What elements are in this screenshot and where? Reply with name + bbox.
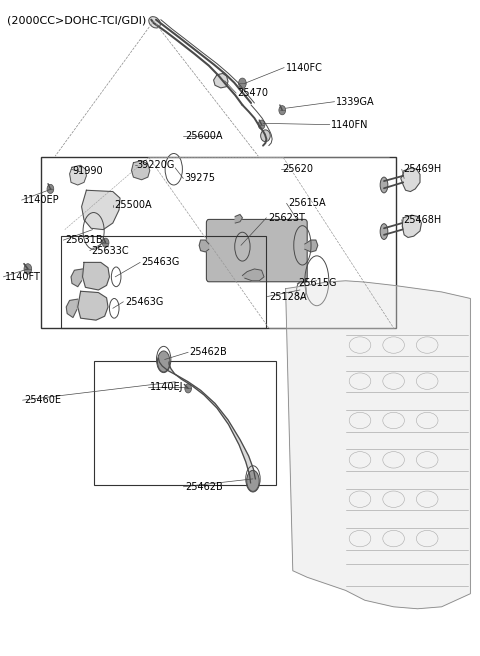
- Ellipse shape: [149, 16, 160, 28]
- Polygon shape: [286, 281, 470, 609]
- Text: 25615A: 25615A: [288, 198, 325, 209]
- Polygon shape: [158, 358, 255, 483]
- FancyBboxPatch shape: [206, 219, 307, 282]
- Text: 25620: 25620: [282, 164, 313, 174]
- Polygon shape: [235, 215, 242, 223]
- Ellipse shape: [261, 130, 270, 142]
- Text: 1140EJ: 1140EJ: [150, 382, 183, 392]
- Circle shape: [185, 384, 192, 393]
- Text: 39275: 39275: [185, 173, 216, 184]
- Text: 25470: 25470: [238, 88, 269, 98]
- Polygon shape: [214, 73, 228, 88]
- Circle shape: [24, 264, 32, 274]
- Text: 25633C: 25633C: [91, 245, 129, 256]
- Polygon shape: [83, 262, 109, 290]
- Text: 1140FT: 1140FT: [5, 272, 41, 282]
- Polygon shape: [71, 269, 83, 287]
- Text: 25500A: 25500A: [114, 199, 152, 210]
- Ellipse shape: [247, 470, 259, 491]
- Ellipse shape: [380, 177, 388, 193]
- Ellipse shape: [380, 224, 388, 239]
- Text: 25623T: 25623T: [268, 213, 305, 223]
- Circle shape: [258, 120, 265, 129]
- Text: 25600A: 25600A: [185, 131, 222, 142]
- Text: 25462B: 25462B: [185, 482, 223, 492]
- Text: 25631B: 25631B: [65, 235, 102, 245]
- Text: 25460E: 25460E: [24, 395, 61, 405]
- Text: 25462B: 25462B: [190, 347, 228, 358]
- Circle shape: [102, 238, 109, 247]
- Circle shape: [279, 106, 286, 115]
- Polygon shape: [132, 161, 150, 180]
- Text: 1140FN: 1140FN: [331, 119, 369, 130]
- Text: 25469H: 25469H: [403, 164, 442, 174]
- Text: 1339GA: 1339GA: [336, 96, 374, 107]
- Text: 25468H: 25468H: [403, 215, 442, 225]
- Text: 25463G: 25463G: [142, 257, 180, 268]
- Polygon shape: [70, 165, 86, 185]
- Polygon shape: [66, 299, 78, 318]
- Text: 25463G: 25463G: [125, 297, 163, 307]
- Polygon shape: [242, 269, 264, 281]
- Polygon shape: [199, 240, 209, 252]
- Text: 25615G: 25615G: [299, 278, 337, 289]
- Ellipse shape: [157, 351, 170, 372]
- Polygon shape: [78, 291, 108, 320]
- Text: 91990: 91990: [72, 165, 103, 176]
- Polygon shape: [402, 215, 421, 237]
- Circle shape: [47, 184, 54, 194]
- Polygon shape: [401, 168, 420, 192]
- Polygon shape: [305, 240, 318, 252]
- Polygon shape: [82, 190, 120, 230]
- Text: 25128A: 25128A: [269, 291, 306, 302]
- Text: (2000CC>DOHC-TCI/GDI): (2000CC>DOHC-TCI/GDI): [7, 16, 146, 26]
- Text: 1140FC: 1140FC: [286, 62, 323, 73]
- Circle shape: [239, 78, 246, 89]
- Text: 39220G: 39220G: [137, 160, 175, 171]
- Text: 1140EP: 1140EP: [23, 195, 60, 205]
